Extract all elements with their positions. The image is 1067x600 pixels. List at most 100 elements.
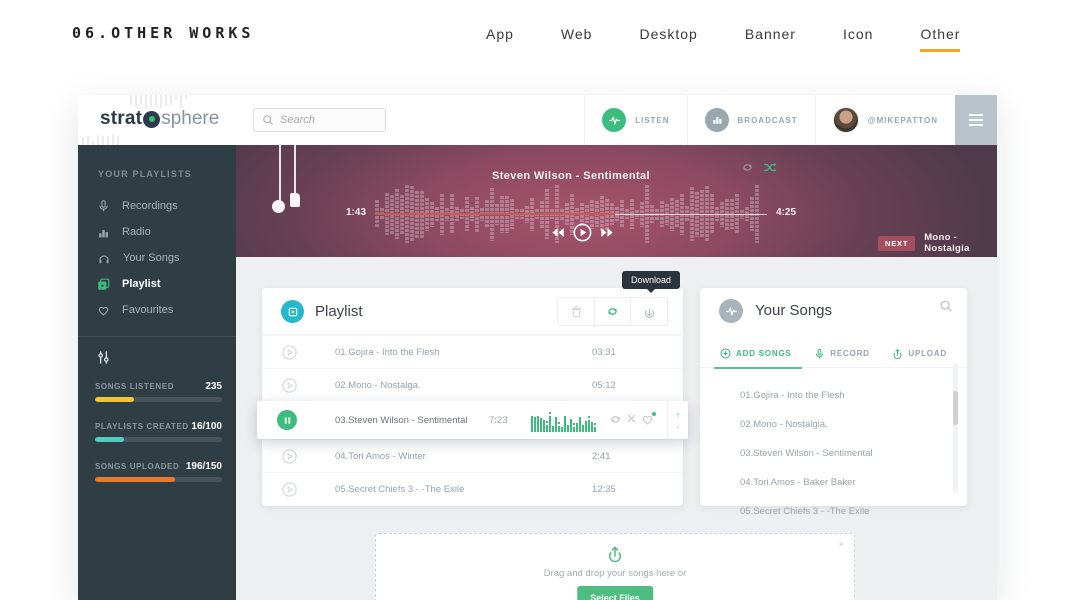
- your-songs-tabs: ADD SONGS RECORD: [700, 340, 967, 369]
- track-name: 03.Steven Wilson - Sentimental: [335, 415, 468, 426]
- track-row-1[interactable]: 01.Gojira - Into the Flesh 03:31: [262, 335, 683, 368]
- scrollbar-thumb[interactable]: [953, 391, 958, 425]
- now-playing-title: Steven Wilson - Sentimental: [491, 170, 650, 182]
- next-badge: NEXT: [878, 235, 916, 251]
- sync-icon[interactable]: [609, 413, 622, 426]
- play-circle-icon[interactable]: [282, 378, 297, 393]
- select-files-button[interactable]: Select Files: [577, 586, 653, 600]
- main-content: Playlist: [236, 257, 997, 600]
- tab-label: UPLOAD: [908, 349, 947, 358]
- header-actions: LISTEN BROADCAST @MIKEPATTON: [584, 95, 997, 145]
- progress-bar: [95, 397, 222, 402]
- your-songs-card: Your Songs ADD SONGS: [700, 288, 967, 517]
- profile-handle: @MIKEPATTON: [867, 115, 938, 125]
- category-nav: App Web Desktop Banner Icon Other: [486, 26, 961, 52]
- track-row-5[interactable]: 05.Secret Chiefs 3 - -The Exile 12:35: [262, 472, 683, 505]
- move-down-icon[interactable]: ↓: [675, 420, 681, 430]
- track-row-4[interactable]: 04.Tori Amos - Winter 2:41: [262, 439, 683, 472]
- tab-banner[interactable]: Banner: [744, 26, 796, 42]
- sidebar-item-favourites[interactable]: Favourites: [78, 297, 236, 323]
- tab-upload[interactable]: UPLOAD: [892, 340, 947, 368]
- rewind-icon[interactable]: [551, 227, 565, 238]
- sidebar-item-recordings[interactable]: Recordings: [78, 193, 236, 219]
- sidebar-item-label: Radio: [122, 226, 151, 238]
- track-time: 03:31: [592, 347, 616, 358]
- play-circle-icon[interactable]: [282, 449, 297, 464]
- elapsed-time: 1:43: [346, 207, 367, 218]
- close-icon[interactable]: ×: [838, 539, 844, 549]
- profile-button[interactable]: @MIKEPATTON: [814, 95, 955, 145]
- shuffle-icon[interactable]: [763, 161, 777, 174]
- repeat-icon[interactable]: [741, 161, 754, 174]
- sync-button[interactable]: [594, 297, 631, 326]
- favourite-badge: [652, 412, 656, 416]
- equalizer-bars-icon: [99, 229, 108, 237]
- tab-web[interactable]: Web: [560, 26, 593, 42]
- tab-label: RECORD: [830, 349, 870, 358]
- sidebar-item-your-songs[interactable]: Your Songs: [78, 245, 236, 271]
- song-item[interactable]: 05.Secret Chiefs 3 - -The Exile: [740, 506, 870, 517]
- track-name: 01.Gojira - Into the Flesh: [335, 347, 440, 358]
- listen-label: LISTEN: [635, 115, 670, 125]
- move-up-icon[interactable]: ↑: [675, 410, 681, 420]
- search-input[interactable]: [280, 114, 370, 126]
- tab-app[interactable]: App: [486, 26, 514, 42]
- tab-add-songs[interactable]: ADD SONGS: [714, 340, 802, 369]
- track-row-3-active[interactable]: 03.Steven Wilson - Sentimental 7:23: [257, 401, 688, 439]
- heart-icon: [98, 306, 109, 316]
- song-item[interactable]: 01.Gojira - Into the Flesh: [740, 390, 845, 401]
- your-songs-list: 01.Gojira - Into the Flesh 02.Mono - Nos…: [700, 368, 967, 526]
- track-name: 05.Secret Chiefs 3 - -The Exile: [335, 484, 465, 495]
- logo-text-light: sphere: [161, 108, 220, 129]
- stat-value: 196/150: [185, 461, 222, 472]
- waveform-watermark: [82, 133, 119, 145]
- up-next[interactable]: NEXT Mono - Nostalgia: [878, 232, 997, 254]
- play-circle-icon[interactable]: [282, 482, 297, 497]
- sidebar-item-radio[interactable]: Radio: [78, 219, 236, 245]
- favourite-button[interactable]: [641, 412, 656, 430]
- menu-button[interactable]: [955, 95, 997, 145]
- upload-icon: [893, 348, 902, 359]
- song-item[interactable]: 03.Steven Wilson - Sentimental: [740, 448, 873, 459]
- progress-played[interactable]: [375, 213, 615, 215]
- pause-icon[interactable]: [277, 410, 297, 430]
- sidebar-item-label: Favourites: [122, 304, 174, 316]
- stat-label: SONGS UPLOADED: [95, 462, 180, 471]
- upload-dropzone[interactable]: × Drag and drop your songs here or Selec…: [375, 533, 855, 600]
- tab-label: ADD SONGS: [736, 349, 792, 358]
- track-name: 04.Tori Amos - Winter: [335, 451, 426, 462]
- broadcast-button[interactable]: BROADCAST: [686, 95, 815, 145]
- app-logo[interactable]: strat sphere: [100, 108, 219, 130]
- tab-desktop[interactable]: Desktop: [639, 26, 698, 42]
- page-title: 06.OTHER WORKS: [72, 24, 255, 42]
- sidebar: YOUR PLAYLISTS Recordings Radio: [78, 145, 236, 600]
- header-search[interactable]: [253, 108, 386, 132]
- close-icon[interactable]: [626, 413, 637, 424]
- playback-controls: [532, 223, 632, 242]
- sidebar-item-playlist[interactable]: Playlist: [78, 271, 236, 297]
- hamburger-icon: [969, 114, 983, 126]
- play-circle-icon[interactable]: [282, 345, 297, 360]
- scrollbar-track[interactable]: [953, 363, 958, 493]
- song-item[interactable]: 02.Mono - Nostalgia.: [740, 419, 828, 430]
- download-button[interactable]: [631, 297, 668, 326]
- song-item[interactable]: 04.Tori Amos - Baker Baker: [740, 477, 856, 488]
- tab-record[interactable]: RECORD: [814, 340, 869, 368]
- download-icon: [644, 309, 654, 318]
- tab-icon[interactable]: Icon: [842, 26, 874, 42]
- search-icon[interactable]: [939, 299, 953, 313]
- broadcast-bars-icon: [704, 108, 729, 132]
- stat-label: PLAYLISTS CREATED: [95, 422, 189, 431]
- tab-other[interactable]: Other: [920, 26, 961, 52]
- playlist-icon: [281, 300, 304, 323]
- fast-forward-icon[interactable]: [600, 227, 614, 238]
- listen-button[interactable]: LISTEN: [584, 95, 686, 145]
- track-time: 12:35: [592, 484, 616, 495]
- progress-bar: [95, 477, 222, 482]
- delete-button[interactable]: [557, 297, 594, 326]
- progress-remaining[interactable]: [615, 213, 767, 215]
- track-row-2[interactable]: 02.Mono - Nostalga. 05:12: [262, 368, 683, 401]
- track-time: 7:23: [489, 415, 508, 426]
- earbuds-graphic: [270, 145, 310, 225]
- play-icon[interactable]: [573, 223, 592, 242]
